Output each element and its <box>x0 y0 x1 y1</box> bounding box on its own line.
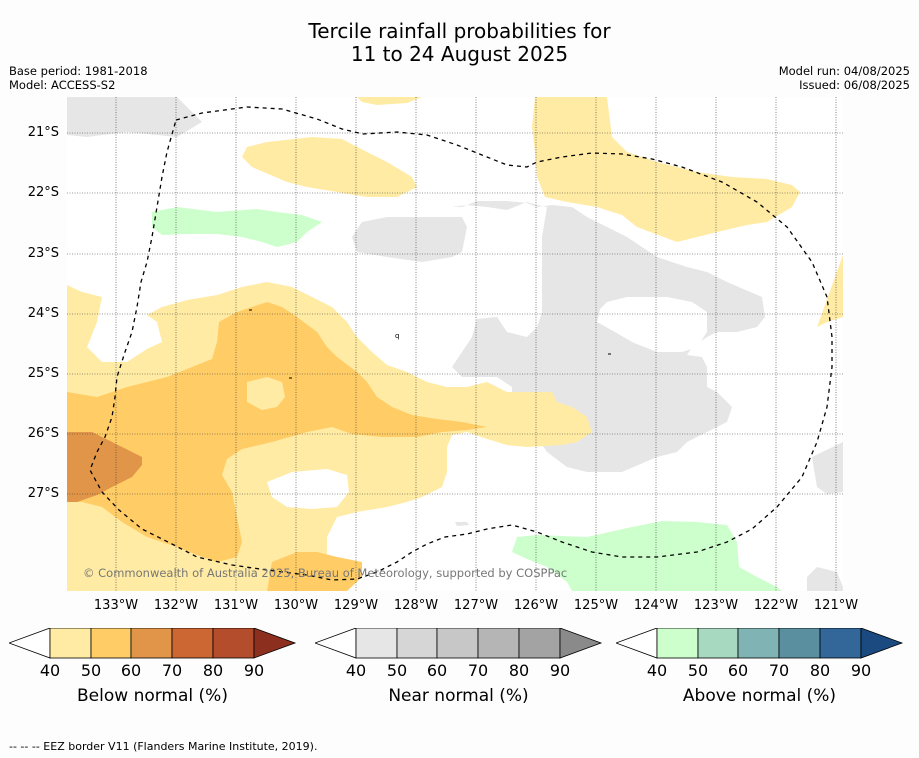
model-run: Model run: 04/08/2025 <box>778 64 910 78</box>
model-name: Model: ACCESS-S2 <box>9 78 116 92</box>
eez-footnote: -- -- -- EEZ border V11 (Flanders Marine… <box>9 740 318 753</box>
below-normal-colorbar <box>9 628 297 659</box>
above-tick-50: 50 <box>687 661 709 680</box>
lon-label-130: 130°W <box>273 598 319 613</box>
lon-label-129: 129°W <box>333 598 379 613</box>
above-tick-80: 80 <box>809 661 831 680</box>
below-normal-50-areas <box>67 302 487 591</box>
lat-label-26: 26°S <box>27 426 59 441</box>
lat-label-21: 21°S <box>27 125 59 140</box>
lon-label-126: 126°W <box>513 598 559 613</box>
lat-label-25: 25°S <box>27 366 59 381</box>
lat-label-22: 22°S <box>27 185 59 200</box>
near-normal-colorbar <box>315 628 603 659</box>
below-tick-40: 40 <box>39 661 61 680</box>
map-title-line1: Tercile rainfall probabilities for <box>308 19 611 43</box>
below-tick-50: 50 <box>80 661 102 680</box>
above-normal-40-areas <box>152 207 782 591</box>
below-tick-80: 80 <box>202 661 224 680</box>
below-normal-title: Below normal (%) <box>77 686 228 706</box>
lon-label-121: 121°W <box>813 598 859 613</box>
lon-label-123: 123°W <box>693 598 739 613</box>
below-tick-60: 60 <box>120 661 142 680</box>
eez-border <box>89 106 833 581</box>
lat-label-23: 23°S <box>27 246 59 261</box>
svg-text:q: q <box>395 332 399 340</box>
near-tick-90: 90 <box>549 661 571 680</box>
lon-label-128: 128°W <box>393 598 439 613</box>
lon-label-125: 125°W <box>573 598 619 613</box>
lon-label-127: 127°W <box>453 598 499 613</box>
above-tick-40: 40 <box>646 661 668 680</box>
near-tick-80: 80 <box>508 661 530 680</box>
near-normal-title: Near normal (%) <box>388 686 529 706</box>
above-tick-60: 60 <box>727 661 749 680</box>
lon-label-131: 131°W <box>213 598 259 613</box>
grid-lines <box>67 97 843 591</box>
near-tick-50: 50 <box>386 661 408 680</box>
above-tick-90: 90 <box>850 661 872 680</box>
near-tick-40: 40 <box>345 661 367 680</box>
lat-label-27: 27°S <box>27 486 59 501</box>
probability-map: q © Commonwealth of Australia 2025, Bure… <box>67 97 843 591</box>
above-normal-title: Above normal (%) <box>682 686 837 706</box>
lon-label-133: 133°W <box>93 598 139 613</box>
issued-date: Issued: 06/08/2025 <box>799 78 910 92</box>
near-tick-70: 70 <box>467 661 489 680</box>
lon-label-132: 132°W <box>153 598 199 613</box>
below-tick-70: 70 <box>161 661 183 680</box>
lat-label-24: 24°S <box>27 306 59 321</box>
near-tick-60: 60 <box>426 661 448 680</box>
above-normal-colorbar <box>616 628 904 659</box>
copyright-text: © Commonwealth of Australia 2025, Bureau… <box>83 566 567 580</box>
base-period: Base period: 1981-2018 <box>9 64 148 78</box>
below-normal-60-areas <box>67 432 142 502</box>
lon-label-122: 122°W <box>753 598 799 613</box>
lon-label-124: 124°W <box>633 598 679 613</box>
below-tick-90: 90 <box>243 661 265 680</box>
above-tick-70: 70 <box>768 661 790 680</box>
map-title-line2: 11 to 24 August 2025 <box>350 42 569 66</box>
